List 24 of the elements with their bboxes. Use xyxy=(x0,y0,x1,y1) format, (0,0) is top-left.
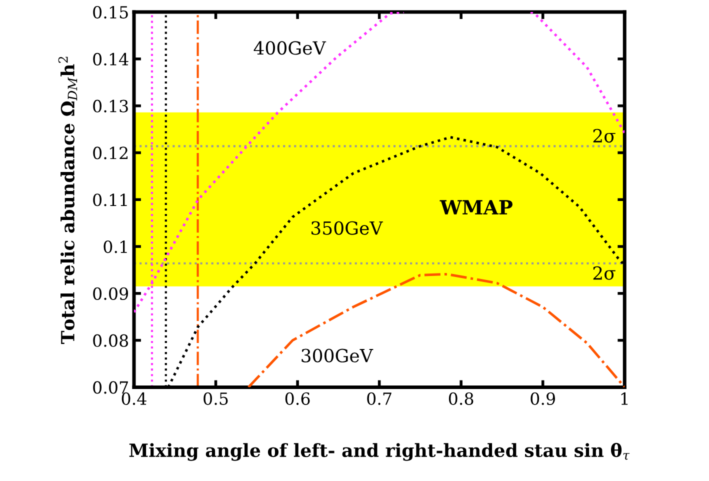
x-tick-label: 0.4 xyxy=(122,392,146,405)
y-axis-title: Total relic abundance Ω$_{DM}$h$^{2}$ xyxy=(58,56,78,344)
y-tick-label: 0.07 xyxy=(93,381,128,394)
y-tick-label: 0.15 xyxy=(93,6,128,19)
x-tick-label: 1 xyxy=(621,392,628,405)
y-tick-label: 0.09 xyxy=(93,287,128,300)
y-tick-label: 0.08 xyxy=(93,334,128,347)
annotation: 300GeV xyxy=(302,348,374,362)
annotation: 400GeV xyxy=(254,41,326,55)
y-tick-label: 0.14 xyxy=(93,52,128,66)
y-tick-label: 0.13 xyxy=(93,100,128,112)
x-tick-label: 0.7 xyxy=(367,392,392,405)
x-axis-title: Mixing angle of left- and right-handed stau sin θ$_{τ}$ xyxy=(129,442,630,461)
annotation: 350GeV xyxy=(312,221,384,235)
x-tick-label: 0.9 xyxy=(530,392,555,405)
annotation: WMAP xyxy=(440,200,513,214)
y-tick-label: 0.1 xyxy=(104,240,127,254)
y-tick-label: 0.11 xyxy=(93,194,127,206)
x-tick-label: 0.5 xyxy=(204,392,228,405)
x-tick-label: 0.8 xyxy=(448,392,474,405)
annotation: 2σ xyxy=(593,128,616,143)
y-tick-label: 0.12 xyxy=(93,146,128,160)
x-tick-label: 0.6 xyxy=(285,392,310,405)
annotation: 2σ xyxy=(593,266,616,280)
